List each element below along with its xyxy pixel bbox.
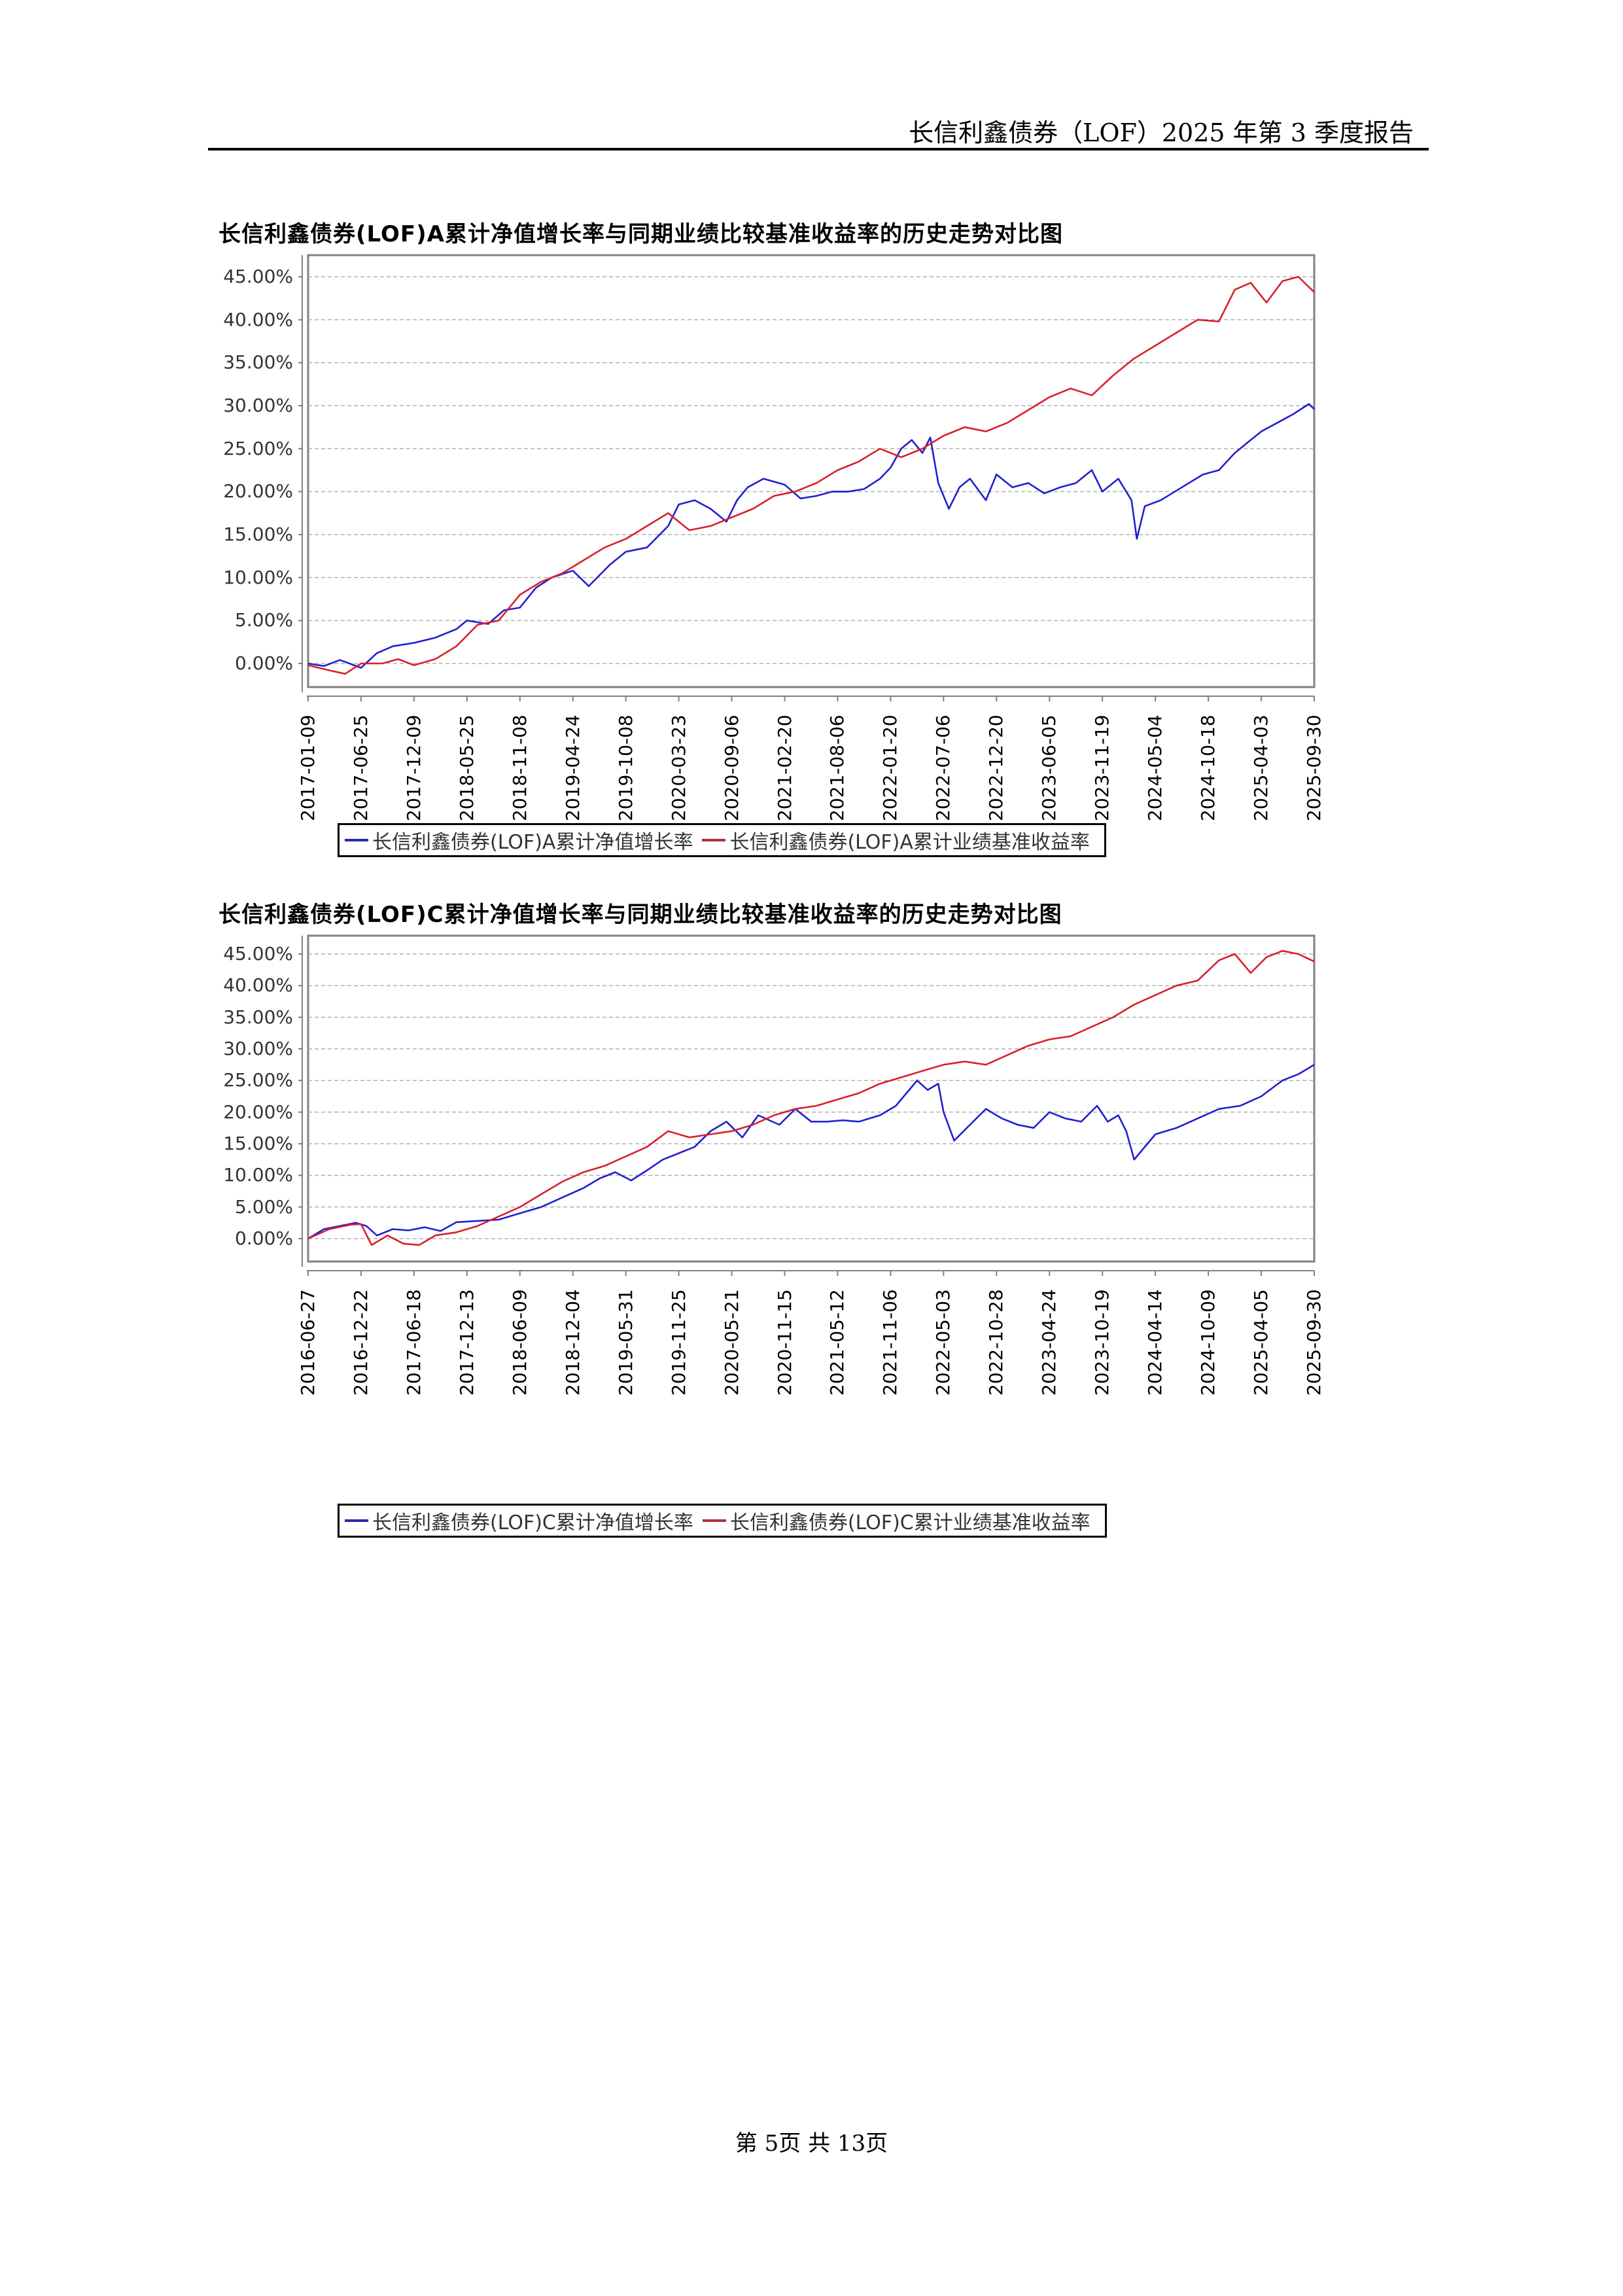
x-axis-date-label: 2024-10-09	[1197, 1289, 1219, 1396]
y-axis-tick-label: 15.00%	[223, 523, 293, 545]
y-axis-tick-label: 20.00%	[223, 1101, 293, 1123]
chart-a-legend: 长信利鑫债券(LOF)A累计净值增长率 长信利鑫债券(LOF)A累计业绩基准收益…	[338, 823, 1106, 857]
y-axis-tick-label: 10.00%	[223, 566, 293, 588]
x-axis-date-label: 2022-10-28	[985, 1289, 1007, 1396]
header-divider	[208, 148, 1429, 150]
y-axis-tick-label: 35.00%	[223, 1006, 293, 1028]
page-number: 第 5页 共 13页	[735, 2130, 888, 2157]
legend-entry-fund: 长信利鑫债券(LOF)C累计净值增长率	[345, 1506, 693, 1535]
x-axis-date-label: 2016-06-27	[297, 1289, 319, 1396]
x-axis-date-label: 2021-05-12	[826, 1289, 848, 1396]
legend-label-fund: 长信利鑫债券(LOF)A累计净值增长率	[372, 831, 693, 854]
y-axis-tick-label: 5.00%	[235, 609, 293, 631]
y-axis-tick-label: 0.00%	[235, 1227, 293, 1249]
y-axis-tick-label: 35.00%	[223, 351, 293, 374]
report-header-title: 长信利鑫债券（LOF）2025 年第 3 季度报告	[909, 118, 1414, 147]
x-axis-date-label: 2017-12-13	[455, 1289, 478, 1396]
x-axis-date-label: 2019-11-25	[667, 1289, 689, 1396]
chart-c-title: 长信利鑫债券(LOF)C累计净值增长率与同期业绩比较基准收益率的历史走势对比图	[218, 902, 1062, 928]
y-axis-tick-label: 5.00%	[235, 1195, 293, 1218]
y-axis-tick-label: 45.00%	[223, 943, 293, 964]
y-axis-tick-label: 40.00%	[223, 974, 293, 997]
legend-label-benchmark: 长信利鑫债券(LOF)C累计业绩基准收益率	[729, 1511, 1091, 1534]
legend-entry-fund: 长信利鑫债券(LOF)A累计净值增长率	[345, 826, 693, 855]
legend-swatch-blue-icon	[345, 839, 368, 841]
y-axis-tick-label: 10.00%	[223, 1164, 293, 1186]
x-axis-date-label: 2016-12-22	[349, 1289, 372, 1396]
x-axis-date-label: 2018-12-04	[561, 1289, 584, 1396]
chart-c-legend: 长信利鑫债券(LOF)C累计净值增长率 长信利鑫债券(LOF)C累计业绩基准收益…	[338, 1504, 1107, 1538]
x-axis-date-label: 2023-04-24	[1038, 1289, 1060, 1396]
legend-label-fund: 长信利鑫债券(LOF)C累计净值增长率	[372, 1511, 693, 1534]
x-axis-date-label: 2025-09-30	[1303, 1289, 1325, 1396]
chart-a-title: 长信利鑫债券(LOF)A累计净值增长率与同期业绩比较基准收益率的历史走势对比图	[218, 221, 1063, 247]
legend-swatch-red-icon	[702, 839, 726, 841]
x-axis-date-label: 2018-06-09	[508, 1289, 531, 1396]
x-axis-date-label: 2021-11-06	[879, 1289, 901, 1396]
x-axis-date-label: 2020-05-21	[720, 1289, 742, 1396]
x-axis-date-label: 2020-11-15	[773, 1289, 795, 1396]
y-axis-tick-label: 0.00%	[235, 652, 293, 674]
y-axis-tick-label: 20.00%	[223, 480, 293, 503]
y-axis-tick-label: 40.00%	[223, 308, 293, 330]
x-axis-date-label: 2017-06-18	[402, 1289, 425, 1396]
y-axis-tick-label: 45.00%	[223, 266, 293, 287]
legend-swatch-blue-icon	[345, 1519, 368, 1522]
y-axis-tick-label: 30.00%	[223, 1038, 293, 1059]
x-axis-date-label: 2025-04-05	[1250, 1289, 1272, 1396]
y-axis-tick-label: 25.00%	[223, 437, 293, 459]
legend-label-benchmark: 长信利鑫债券(LOF)A累计业绩基准收益率	[729, 831, 1090, 854]
legend-swatch-red-icon	[702, 1519, 726, 1522]
x-axis-date-label: 2022-05-03	[932, 1289, 954, 1396]
y-axis-tick-label: 15.00%	[223, 1133, 293, 1154]
legend-entry-benchmark: 长信利鑫债券(LOF)C累计业绩基准收益率	[702, 1506, 1091, 1535]
x-axis-date-label: 2024-04-14	[1144, 1289, 1166, 1396]
legend-entry-benchmark: 长信利鑫债券(LOF)A累计业绩基准收益率	[702, 826, 1090, 855]
y-axis-tick-label: 30.00%	[223, 395, 293, 416]
y-axis-tick-label: 25.00%	[223, 1069, 293, 1091]
x-axis-date-label: 2023-10-19	[1091, 1289, 1113, 1396]
x-axis-date-label: 2019-05-31	[614, 1289, 637, 1396]
